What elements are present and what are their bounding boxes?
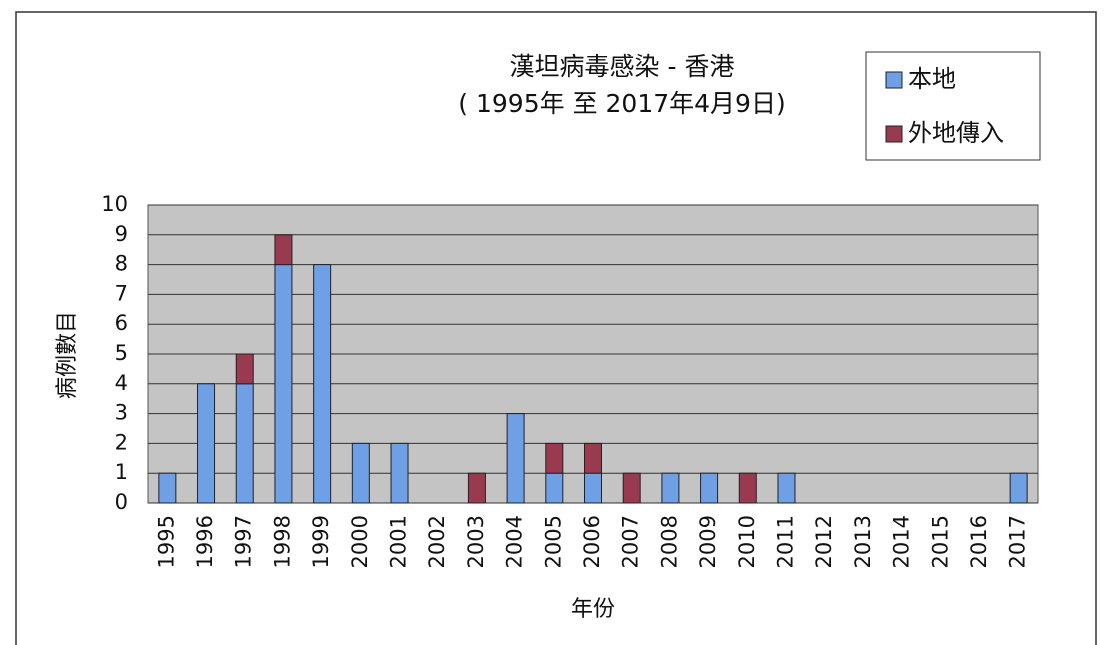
bar-segment [545,442,564,474]
legend-swatch [885,71,903,89]
x-tick-label: 2016 [967,515,991,568]
bar-segment [235,353,254,385]
y-tick-label: 2 [115,430,128,454]
x-tick-label: 1996 [193,515,217,568]
bar-segment [738,472,757,504]
bar-segment [158,472,177,504]
x-tick-label: 1997 [232,515,256,568]
x-tick-label: 2003 [464,515,488,568]
bar-segment [351,442,370,504]
x-tick-label: 2015 [928,515,952,568]
legend-swatch [885,125,903,143]
x-tick-label: 2000 [348,515,372,568]
y-tick-label: 6 [115,311,128,335]
x-tick-label: 2009 [696,515,720,568]
x-tick-label: 1995 [154,515,178,568]
x-tick-label: 1999 [309,515,333,568]
y-tick-label: 0 [115,490,128,514]
bar-segment [584,472,602,504]
x-tick-label: 2008 [657,515,681,568]
x-tick-label: 2002 [425,515,449,568]
y-axis-label: 病例數目 [55,311,80,399]
x-tick-label: 2014 [890,515,914,568]
x-tick-label: 2017 [1006,515,1030,568]
x-tick-label: 1998 [270,515,294,568]
y-tick-label: 3 [115,401,128,425]
y-tick-label: 1 [115,460,128,484]
x-tick-label: 2012 [812,515,836,568]
chart-title: 漢坦病毒感染 - 香港 [510,52,735,81]
x-tick-label: 2007 [619,515,643,568]
bar-segment [545,472,564,504]
y-tick-label: 5 [115,341,128,365]
bar-segment [390,442,409,504]
chart-subtitle: ( 1995年 至 2017年4月9日) [458,89,785,118]
x-tick-label: 2010 [735,515,759,568]
bar-segment [661,472,680,504]
x-tick-label: 2011 [773,515,797,568]
legend-label: 外地傳入 [908,119,1004,147]
bar-segment [622,472,641,504]
bar-segment [584,442,602,474]
y-tick-label: 8 [115,252,128,276]
y-tick-label: 9 [115,222,128,246]
bar-segment [197,383,216,504]
x-tick-label: 2013 [851,515,875,568]
bar-segment [777,472,796,504]
x-tick-label: 2005 [541,515,565,568]
y-tick-label: 10 [101,192,128,216]
x-tick-label: 2006 [580,515,604,568]
x-axis-label: 年份 [571,597,615,622]
x-tick-label: 2004 [503,515,527,568]
x-tick-label: 2001 [387,515,411,568]
bar-segment [235,383,254,504]
bar-segment [313,264,332,504]
bar-segment [274,264,293,504]
bar-segment [274,234,293,266]
legend-label: 本地 [908,65,956,93]
bar-segment [1009,472,1028,504]
bar-segment [506,413,525,504]
bar-segment [467,472,486,504]
bar-segment [700,472,719,504]
y-tick-label: 4 [115,371,128,395]
y-tick-label: 7 [115,281,128,305]
